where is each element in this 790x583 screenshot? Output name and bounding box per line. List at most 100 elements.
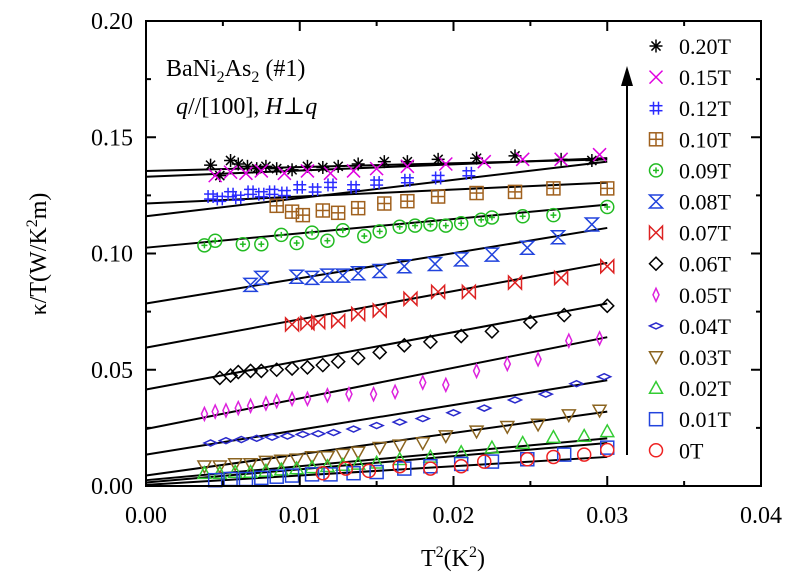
data-point-0.09T xyxy=(484,210,500,225)
data-point-0.07T xyxy=(430,283,446,301)
legend-marker-0.02T xyxy=(648,380,664,395)
data-point-0T xyxy=(546,449,561,465)
data-point-0.12T xyxy=(231,191,245,205)
legend-marker-0.03T xyxy=(648,351,664,366)
data-point-0.05T xyxy=(200,405,209,423)
legend-label: 0.07T xyxy=(679,221,732,246)
data-point-0.20T xyxy=(270,162,284,176)
data-point-0.09T xyxy=(515,209,530,224)
data-point-0.05T xyxy=(472,362,481,380)
data-point-0.08T xyxy=(452,252,470,267)
data-point-0.09T xyxy=(407,218,423,233)
data-point-0.04T xyxy=(263,433,281,442)
data-point-0.10T xyxy=(469,185,484,201)
tick-labels: 0.00 0.01 0.02 0.03 0.04 0.00 0.05 0.10 0.15 0.20 xyxy=(91,9,782,529)
data-point-0.20T xyxy=(250,162,264,176)
legend-marker-0.10T xyxy=(648,132,664,147)
data-point-0.01T xyxy=(284,468,300,483)
data-point-0.05T xyxy=(211,403,220,420)
data-point-0.05T xyxy=(595,330,604,347)
axis-ticks xyxy=(145,20,762,487)
data-point-0.08T xyxy=(288,269,305,284)
data-point-0.12T xyxy=(431,171,445,185)
data-point-0.08T xyxy=(371,263,389,279)
y-tick-label: 0.00 xyxy=(91,474,133,500)
data-point-0.04T xyxy=(248,434,265,443)
legend-marker-0.12T xyxy=(649,101,663,115)
data-point-0.09T xyxy=(438,218,454,233)
data-point-0.03T xyxy=(371,441,388,456)
data-point-0.10T xyxy=(507,184,523,200)
data-point-0.06T xyxy=(212,370,228,386)
data-point-0.12T xyxy=(293,180,307,194)
data-point-0.10T xyxy=(430,189,446,204)
data-point-0.03T xyxy=(258,455,274,470)
legend-marker-0.01T xyxy=(648,411,664,427)
data-point-0.12T xyxy=(277,186,291,200)
data-points xyxy=(196,147,616,488)
data-point-0.04T xyxy=(595,372,613,381)
data-point-0.15T xyxy=(238,166,253,181)
data-point-0.04T xyxy=(568,379,585,388)
data-point-0.07T xyxy=(300,314,315,332)
data-point-0.02T xyxy=(484,439,500,454)
data-point-0.03T xyxy=(335,448,351,463)
data-point-0T xyxy=(600,442,615,458)
legend-label: 0.15T xyxy=(679,65,732,90)
y-tick-label: 0.20 xyxy=(91,9,133,35)
data-point-0.09T xyxy=(235,236,251,252)
data-point-0.07T xyxy=(461,283,477,301)
data-point-0.06T xyxy=(223,368,239,384)
legend-marker-0.07T xyxy=(648,224,664,241)
data-point-0.05T xyxy=(503,355,512,373)
x-tick-label: 0.04 xyxy=(740,503,782,529)
x-tick-label: 0.00 xyxy=(125,503,167,529)
data-point-0.20T xyxy=(285,163,299,177)
data-point-0.04T xyxy=(537,390,555,398)
data-point-0.06T xyxy=(522,314,538,330)
data-point-0.12T xyxy=(213,192,227,206)
data-point-0.06T xyxy=(350,350,366,366)
legend-label: 0.20T xyxy=(679,34,732,59)
data-point-0.03T xyxy=(242,457,259,472)
fit-line-0.03T xyxy=(145,410,608,477)
data-point-0.05T xyxy=(246,397,255,415)
data-point-0.03T xyxy=(591,404,608,419)
data-point-0.04T xyxy=(294,430,312,439)
data-point-0T xyxy=(520,452,535,467)
data-point-0.06T xyxy=(299,359,315,375)
x-tick-label: 0.02 xyxy=(433,503,475,529)
data-point-0.06T xyxy=(372,344,388,360)
data-point-0.15T xyxy=(554,152,569,167)
data-point-0.01T xyxy=(556,447,572,462)
fit-line-0.07T xyxy=(145,261,608,349)
data-point-0.05T xyxy=(222,402,230,419)
fit-line-0.05T xyxy=(145,336,608,431)
data-point-0.12T xyxy=(308,183,322,197)
data-point-0.02T xyxy=(319,458,336,473)
data-point-0.09T xyxy=(392,219,407,235)
data-point-0.04T xyxy=(279,432,296,440)
data-point-0.05T xyxy=(441,376,450,394)
data-point-0.03T xyxy=(196,460,213,475)
data-point-0.02T xyxy=(350,455,366,470)
data-point-0.06T xyxy=(422,334,438,350)
data-point-0.04T xyxy=(445,408,462,417)
data-point-0.03T xyxy=(530,418,546,433)
data-point-0.09T xyxy=(207,233,223,248)
data-point-0T xyxy=(423,461,438,476)
legend-marker-0T xyxy=(648,443,664,458)
data-point-0.07T xyxy=(310,313,326,331)
legend-label: 0.01T xyxy=(679,407,732,432)
data-point-0.20T xyxy=(431,152,445,166)
data-point-0.10T xyxy=(600,181,615,196)
data-point-0.09T xyxy=(473,212,489,228)
data-point-0.04T xyxy=(368,421,385,430)
data-point-0.12T xyxy=(347,180,361,194)
data-point-0.02T xyxy=(391,451,408,466)
y-axis-label: κ/T(W/K2m) xyxy=(24,193,52,316)
data-point-0.02T xyxy=(227,464,243,478)
field-direction-arrow xyxy=(621,66,633,455)
data-point-0.02T xyxy=(514,434,531,449)
data-point-0.08T xyxy=(395,259,413,274)
